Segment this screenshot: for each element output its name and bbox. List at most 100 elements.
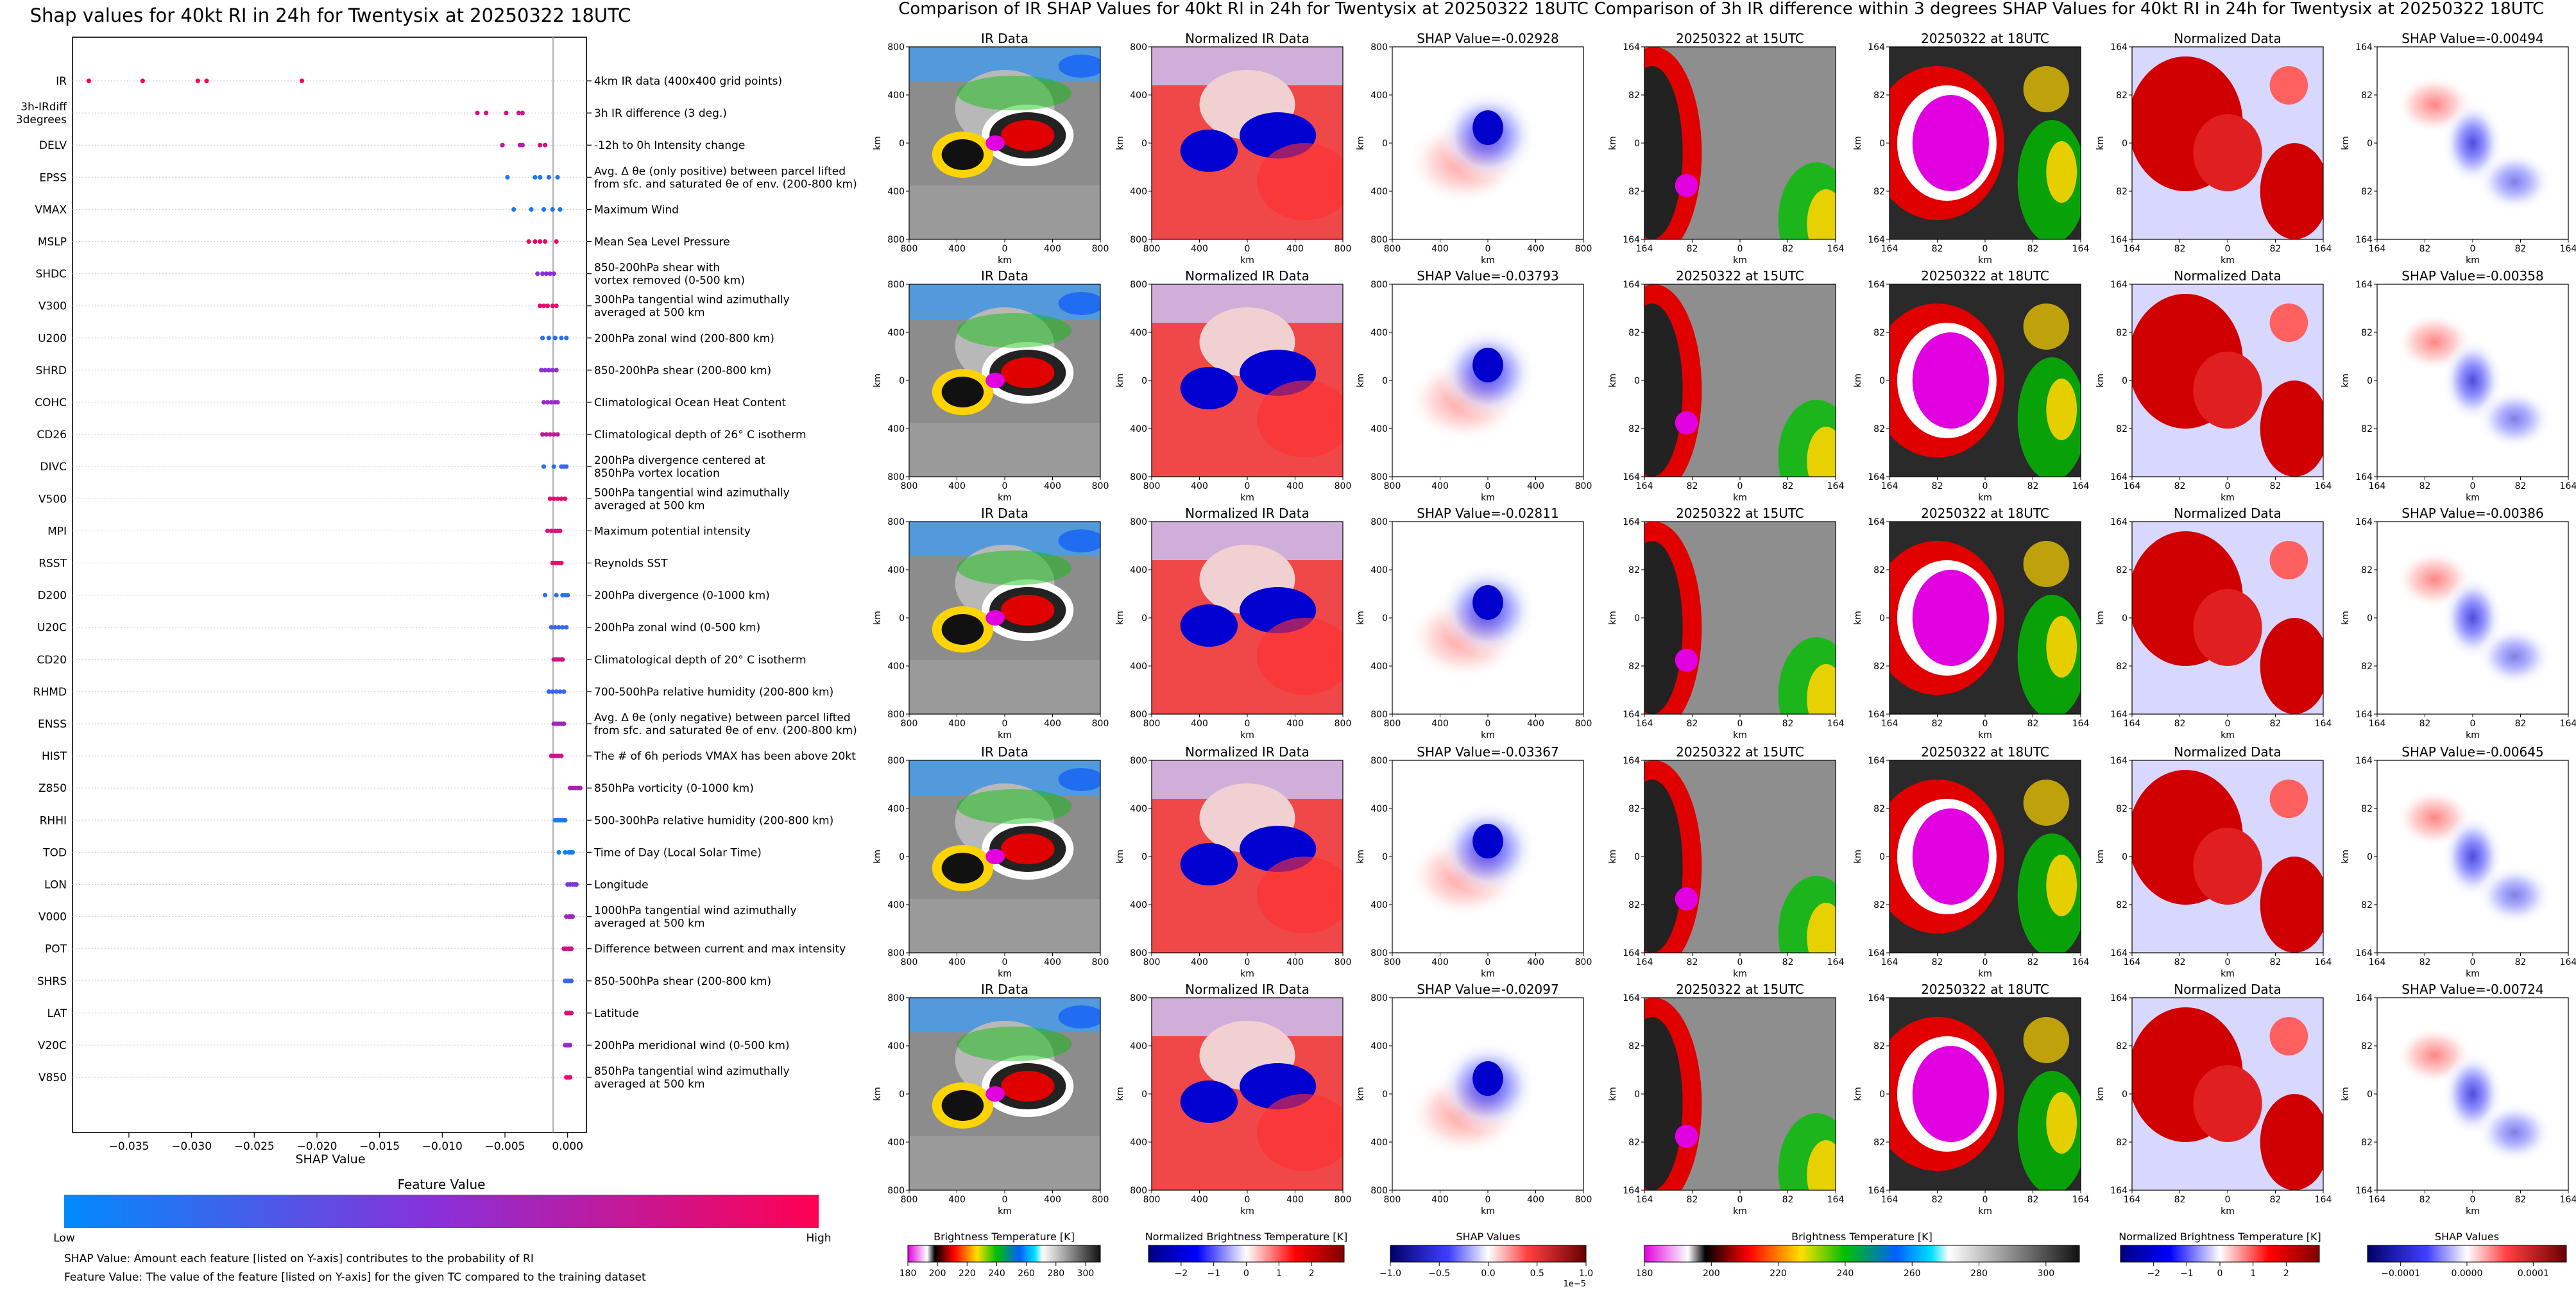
shap-point (552, 336, 558, 341)
y-tick-label: 164 (1868, 1186, 1885, 1196)
subplot-title: IR Data (981, 268, 1028, 284)
x-tick-label: 800 (1335, 1195, 1352, 1205)
shap-point (543, 432, 549, 437)
x-tick-label: 0 (1002, 244, 1008, 254)
x-tick-label: 82 (2419, 719, 2431, 729)
x-tick-label: 164 (1636, 244, 1653, 254)
x-tick-label: 400 (1286, 1195, 1304, 1205)
shap-xlabel: SHAP Value (295, 1152, 365, 1166)
subplot-title: Normalized Data (2174, 744, 2282, 760)
colorbar-tick-label: 0 (2217, 1268, 2223, 1279)
ir-shap-image (1392, 760, 1583, 953)
y-tick-label: 400 (887, 1041, 905, 1052)
feature-description-label: -12h to 0h Intensity change (594, 139, 745, 152)
x-tick-label: −0.005 (485, 1140, 525, 1153)
x-tick-label: 82 (1782, 957, 1794, 968)
y-tick-label: 0 (899, 1089, 905, 1100)
feature-description-label: 300hPa tangential wind azimuthally averag… (594, 294, 790, 320)
feature-description-label: 700-500hPa relative humidity (200-800 km… (594, 686, 833, 699)
normalized-diff-image (2132, 998, 2323, 1190)
y-tick-label: 82 (2361, 662, 2373, 672)
x-tick-label: 400 (1431, 1195, 1449, 1205)
ir-shap-image (1392, 47, 1583, 239)
x-tick-label: 800 (901, 719, 918, 729)
x-tick-label: 400 (1044, 481, 1061, 491)
x-tick-label: 0 (1245, 481, 1250, 491)
x-tick-label: 0 (2470, 244, 2476, 254)
shap-point (551, 271, 556, 277)
x-axis-label: km (2221, 730, 2235, 740)
normalized-diff-image (2132, 522, 2323, 714)
feature-name-label: V000 (38, 911, 67, 924)
feature-description-label: Avg. Δ θe (only negative) between parcel… (594, 712, 857, 737)
shap-point (86, 78, 91, 83)
x-axis-label: km (1240, 1206, 1254, 1216)
subplot-title: Normalized IR Data (1185, 506, 1309, 521)
shap-point (204, 78, 209, 83)
subplot-title: 20250322 at 18UTC (1921, 982, 2049, 997)
x-tick-label: 82 (2027, 244, 2039, 254)
y-tick-label: 800 (887, 993, 905, 1003)
x-axis-label: km (1978, 969, 1992, 979)
ir-subplot: 800 400 0 400 8008004000400800kmkmNormalized… (1115, 982, 1352, 1216)
x-tick-label: −0.030 (171, 1140, 212, 1153)
y-tick-label: 164 (2110, 710, 2128, 720)
y-tick-label: 0 (899, 376, 905, 386)
shap-point (554, 593, 559, 598)
x-tick-label: 400 (948, 957, 966, 968)
y-tick-label: 400 (1130, 662, 1147, 672)
shap-point (559, 560, 564, 566)
feature-description-label: Climatological Ocean Heat Content (594, 397, 786, 409)
y-tick-label: 164 (2110, 472, 2128, 482)
colorbar-tick-label: −2 (2147, 1268, 2160, 1279)
shap-point (546, 689, 551, 694)
y-tick-label: 400 (887, 900, 905, 910)
y-tick-label: 0 (2367, 613, 2373, 624)
shap-point (547, 432, 552, 437)
x-tick-label: 0.000 (552, 1140, 583, 1153)
x-tick-label: 0 (1983, 481, 1988, 491)
note-shap-value: SHAP Value: Amount each feature [listed … (64, 1252, 534, 1265)
feature-name-label: DELV (39, 139, 67, 152)
ir-panel-title: Comparison of IR SHAP Values for 40kt RI… (898, 0, 1589, 19)
shap-point (555, 496, 560, 501)
colorbar-gradient (2367, 1245, 2567, 1263)
y-tick-label: 0 (1141, 1089, 1147, 1100)
colorbar-tick-label: 260 (1904, 1268, 1921, 1279)
feature-name-label: IR (56, 75, 67, 88)
feature-name-label: DIVC (40, 461, 67, 474)
feature-name-label: D200 (37, 590, 67, 602)
shap-point (563, 817, 568, 823)
shap-point (505, 175, 510, 180)
shap-point (547, 496, 552, 501)
y-tick-label: 164 (2110, 1186, 2128, 1196)
x-axis-label: km (1481, 255, 1495, 266)
y-tick-label: 0 (2122, 376, 2128, 386)
shap-point (570, 914, 576, 919)
shap-point (475, 110, 480, 115)
subplot-title: Normalized Data (2174, 506, 2282, 521)
y-tick-label: 164 (2355, 993, 2373, 1003)
x-tick-label: 164 (2124, 481, 2141, 491)
y-tick-label: 82 (1628, 804, 1640, 814)
y-tick-label: 164 (2355, 42, 2373, 53)
x-tick-label: 164 (2315, 1195, 2332, 1205)
x-tick-label: 400 (1191, 1195, 1208, 1205)
feature-name-label: SHRD (36, 364, 67, 377)
x-tick-label: 400 (1044, 244, 1061, 254)
shap-rows: IR 4km IR data (400x400 grid points) 3h-IR… (16, 75, 857, 1091)
y-tick-label: 400 (1130, 328, 1147, 338)
diff-ir-image (1889, 284, 2081, 477)
feature-description-label: Reynolds SST (594, 558, 668, 570)
y-tick-label: 164 (2110, 280, 2128, 290)
x-tick-label: 400 (1527, 957, 1544, 968)
subplot-title: IR Data (981, 31, 1028, 46)
shap-point (551, 432, 556, 437)
x-axis-label: km (2466, 730, 2480, 740)
shap-point (511, 207, 516, 212)
x-tick-label: 400 (1527, 719, 1544, 729)
feature-description-label: 850hPa vorticity (0-1000 km) (594, 782, 754, 795)
shap-summary-panel: Shap values for 40kt RI in 24h for Twent… (16, 4, 857, 1284)
